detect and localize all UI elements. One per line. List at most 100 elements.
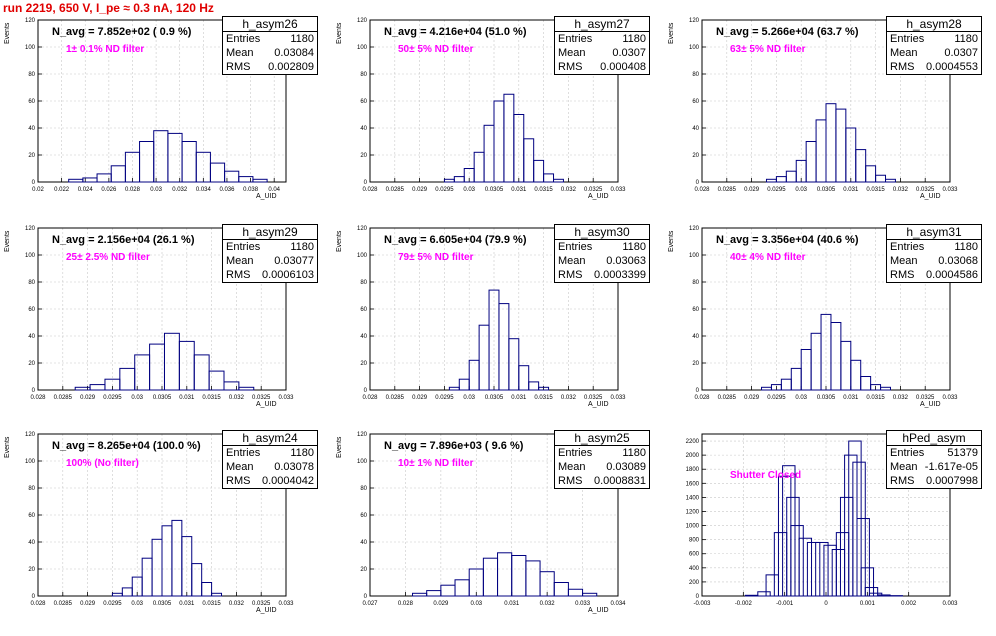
histogram-bin <box>799 538 811 596</box>
y-tick-label: 600 <box>689 552 700 558</box>
x-tick-label: -0.002 <box>735 601 753 607</box>
stats-label: Entries <box>226 446 260 460</box>
histogram-bin <box>454 177 464 182</box>
stats-label: Entries <box>890 446 924 460</box>
y-axis-label: Events <box>4 231 11 252</box>
x-tick-label: 0.0315 <box>202 601 221 607</box>
navg-label: N_avg = 3.356e+04 (40.6 %) <box>716 234 858 246</box>
y-tick-label: 20 <box>692 153 699 159</box>
stats-value: 0.0007998 <box>926 474 978 488</box>
y-axis-label: Events <box>4 437 11 458</box>
x-tick-label: 0.03 <box>463 187 475 193</box>
stats-value: 1180 <box>290 240 314 254</box>
x-tick-label: 0.0285 <box>54 395 73 401</box>
histogram-bin <box>69 179 83 182</box>
navg-label: N_avg = 8.265e+04 (100.0 %) <box>52 440 201 452</box>
x-tick-label: 0.0285 <box>718 395 737 401</box>
x-tick-label: 0.026 <box>101 187 117 193</box>
x-tick-label: 0.032 <box>229 395 245 401</box>
stats-label: Mean <box>226 254 254 268</box>
stats-label: RMS <box>890 474 914 488</box>
y-axis-label: Events <box>4 23 11 44</box>
x-axis-label: A_UID <box>256 607 277 614</box>
histogram-bin <box>459 379 469 390</box>
x-tick-label: 0.0295 <box>767 395 786 401</box>
x-tick-label: 0.003 <box>942 601 958 607</box>
y-tick-label: 100 <box>357 459 368 465</box>
y-tick-label: 80 <box>28 486 35 492</box>
histogram-bin <box>212 593 222 596</box>
navg-label: N_avg = 6.605e+04 (79.9 %) <box>384 234 526 246</box>
histogram-bin <box>554 583 568 597</box>
histogram-bin <box>449 387 459 390</box>
x-tick-label: -0.003 <box>693 601 711 607</box>
histogram-bin <box>140 142 154 183</box>
y-tick-label: 120 <box>25 432 36 438</box>
x-tick-label: 0.03 <box>795 395 807 401</box>
histogram-bin <box>444 179 454 182</box>
x-tick-label: -0.001 <box>776 601 794 607</box>
filter-label: 10± 1% ND filter <box>398 458 474 469</box>
x-tick-label: 0.032 <box>893 395 909 401</box>
filter-label: 79± 5% ND filter <box>398 252 474 263</box>
x-tick-label: 0.03 <box>463 395 475 401</box>
y-tick-label: 1400 <box>686 495 700 501</box>
histogram-bin <box>484 125 494 182</box>
y-tick-label: 20 <box>360 567 367 573</box>
x-tick-label: 0.034 <box>610 601 626 607</box>
histogram-bin <box>811 333 821 390</box>
navg-label: N_avg = 5.266e+04 (63.7 %) <box>716 26 858 38</box>
histogram-bin <box>831 323 841 391</box>
y-tick-label: 0 <box>32 180 36 186</box>
x-axis-label: A_UID <box>256 401 277 408</box>
stats-label: Entries <box>558 446 592 460</box>
histogram-bin <box>801 350 811 391</box>
histogram-bin <box>766 179 776 182</box>
histogram-name: h_asym31 <box>887 225 981 240</box>
histogram-bin <box>150 344 165 390</box>
stats-label: Mean <box>558 46 586 60</box>
stats-label: Mean <box>226 46 254 60</box>
histogram-bin <box>142 558 152 596</box>
x-tick-label: 0.033 <box>942 395 958 401</box>
x-tick-label: 0.029 <box>412 395 428 401</box>
stats-value: 1180 <box>622 32 646 46</box>
x-tick-label: 0.029 <box>412 187 428 193</box>
histogram-bin <box>162 526 172 596</box>
x-axis-label: A_UID <box>588 401 609 408</box>
x-axis-label: A_UID <box>256 193 277 200</box>
x-tick-label: 0.029 <box>80 395 96 401</box>
histogram-bin <box>483 558 497 596</box>
y-tick-label: 40 <box>360 540 367 546</box>
y-tick-label: 0 <box>696 388 700 394</box>
x-tick-label: 0.033 <box>278 395 294 401</box>
y-tick-label: 1600 <box>686 481 700 487</box>
histogram-bin <box>786 171 796 182</box>
stats-value: 1180 <box>954 240 978 254</box>
x-tick-label: 0.032 <box>540 601 556 607</box>
histogram-bin <box>554 179 564 182</box>
histogram-name: h_asym24 <box>223 431 317 446</box>
y-tick-label: 100 <box>689 45 700 51</box>
x-tick-label: 0.032 <box>229 601 245 607</box>
stats-value: 0.03078 <box>274 460 314 474</box>
x-tick-label: 0.028 <box>694 395 710 401</box>
x-tick-label: 0.0315 <box>866 395 885 401</box>
y-tick-label: 20 <box>360 361 367 367</box>
y-tick-label: 120 <box>25 18 36 24</box>
y-tick-label: 100 <box>357 253 368 259</box>
x-tick-label: 0.033 <box>278 601 294 607</box>
y-tick-label: 100 <box>357 45 368 51</box>
stats-value: 0.03063 <box>606 254 646 268</box>
